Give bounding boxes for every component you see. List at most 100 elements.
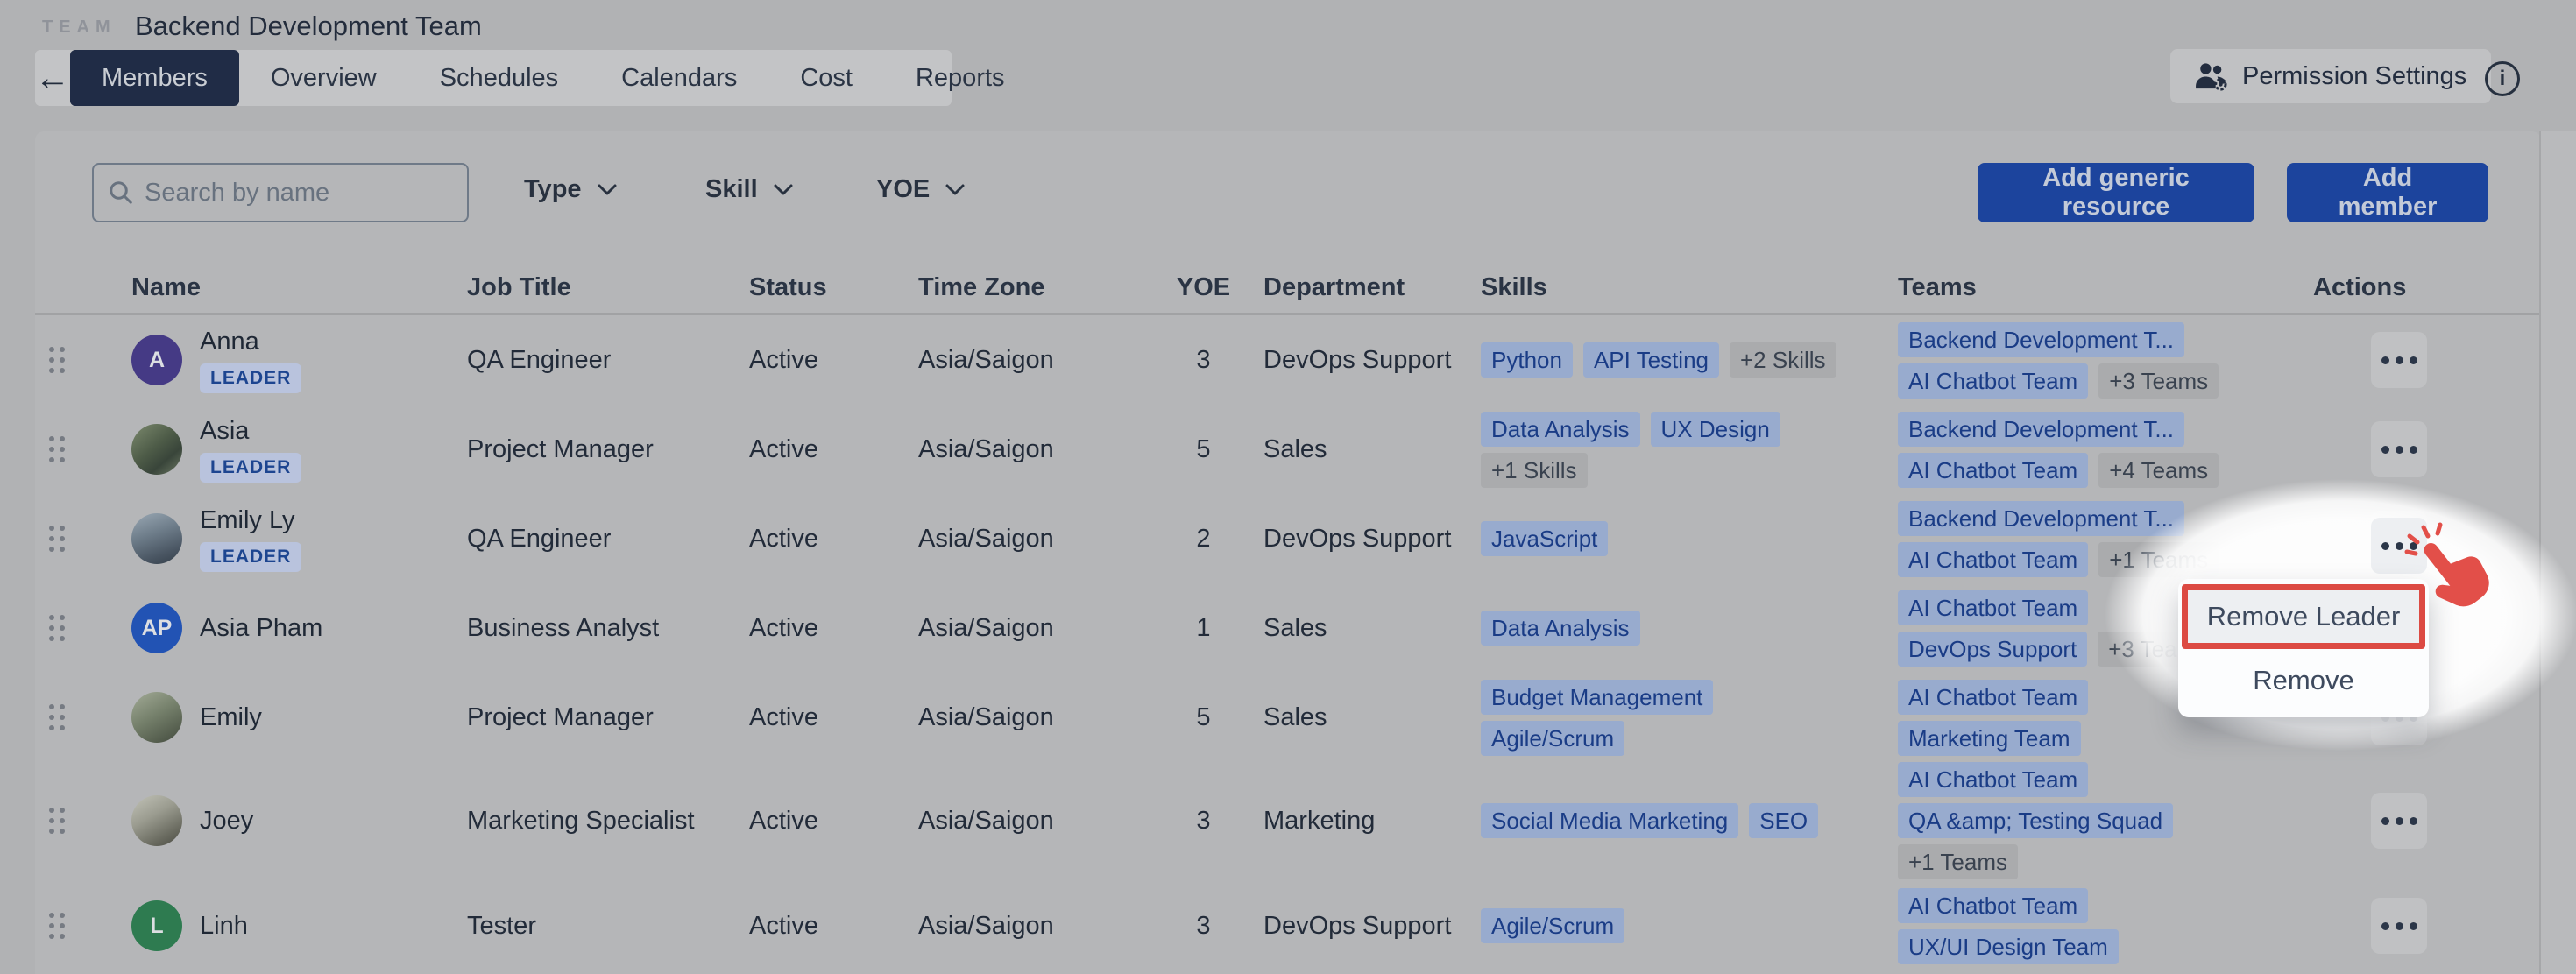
cell-handle <box>35 436 131 462</box>
row-actions-button[interactable] <box>2371 421 2427 477</box>
drag-handle-icon[interactable] <box>49 808 65 834</box>
cell-handle <box>35 913 131 939</box>
search-input[interactable] <box>145 178 453 208</box>
skill-chip: Agile/Scrum <box>1481 908 1625 943</box>
row-actions-button-highlighted[interactable] <box>2371 518 2427 574</box>
cell-skills: Data Analysis <box>1481 611 1898 646</box>
cell-time-zone: Asia/Saigon <box>918 524 1054 553</box>
cell-name: Emily <box>131 692 467 743</box>
tab-overview[interactable]: Overview <box>239 50 408 106</box>
filter-skill[interactable]: Skill <box>705 175 793 204</box>
back-button[interactable]: ← <box>35 50 70 106</box>
leader-badge: LEADER <box>200 452 302 483</box>
cell-department: Sales <box>1263 702 1327 731</box>
leader-badge: LEADER <box>200 363 302 393</box>
page-title: Backend Development Team <box>135 11 482 41</box>
filter-yoe[interactable]: YOE <box>876 175 965 204</box>
tab-calendars[interactable]: Calendars <box>590 50 768 106</box>
column-header-status: Status <box>749 273 827 301</box>
drag-handle-icon[interactable] <box>49 436 65 462</box>
team-chip: Backend Development T... <box>1898 321 2185 357</box>
avatar: AP <box>131 603 182 653</box>
permission-settings-button[interactable]: Permission Settings <box>2170 49 2492 103</box>
add-member-button[interactable]: Add member <box>2287 163 2488 222</box>
team-chip: AI Chatbot Team <box>1898 887 2089 923</box>
drag-handle-icon[interactable] <box>49 526 65 552</box>
info-icon[interactable]: i <box>2485 61 2520 96</box>
chevron-down-icon <box>774 184 793 196</box>
column-header-yoe: YOE <box>1176 273 1231 301</box>
cell-time-zone: Asia/Saigon <box>918 345 1054 374</box>
skill-chip: SEO <box>1749 803 1819 838</box>
cell-skills: Data Analysis UX Design +1 Skills <box>1481 411 1898 488</box>
column-header-teams: Teams <box>1898 273 1977 301</box>
table-row-asia: Asia LEADER Project Manager Active Asia/Saig… <box>35 405 2541 494</box>
skill-chip: JavaScript <box>1481 521 1609 556</box>
cell-job-title: QA Engineer <box>467 345 612 374</box>
table-row-emily: Emily Project Manager Active Asia/Saigon 5 Sa… <box>35 673 2541 762</box>
team-chip: Backend Development T... <box>1898 411 2185 447</box>
filter-label: Skill <box>705 175 758 203</box>
column-header-time-zone: Time Zone <box>918 273 1045 301</box>
cell-skills: JavaScript <box>1481 521 1898 556</box>
team-chip: AI Chatbot Team <box>1898 762 2089 797</box>
cell-time-zone: Asia/Saigon <box>918 613 1054 642</box>
cell-job-title: Project Manager <box>467 434 654 463</box>
cell-handle <box>35 704 131 730</box>
skill-chip: Social Media Marketing <box>1481 803 1739 838</box>
drag-handle-icon[interactable] <box>49 347 65 373</box>
drag-handle-icon[interactable] <box>49 913 65 939</box>
team-chip: QA &amp; Testing Squad <box>1898 803 2174 838</box>
table-row-anna: A Anna LEADER QA Engineer Active Asia/Saigon 3… <box>35 315 2541 405</box>
permission-settings-label: Permission Settings <box>2242 61 2467 90</box>
cell-time-zone: Asia/Saigon <box>918 911 1054 940</box>
avatar: L <box>131 900 182 951</box>
cell-actions <box>2313 332 2541 388</box>
cell-department: Sales <box>1263 434 1327 463</box>
tab-members[interactable]: Members <box>70 50 239 106</box>
tabs: Members Overview Schedules Calendars Cost Rep… <box>70 50 1037 106</box>
cell-teams: Backend Development T... AI Chatbot Team+… <box>1898 411 2313 488</box>
row-actions-button[interactable] <box>2371 332 2427 388</box>
more-chip: +1 Teams <box>1898 844 2018 879</box>
team-chip: DevOps Support <box>1898 631 2088 667</box>
team-chip: AI Chatbot Team <box>1898 452 2089 488</box>
cell-time-zone: Asia/Saigon <box>918 702 1054 731</box>
drag-handle-icon[interactable] <box>49 615 65 641</box>
tab-reports[interactable]: Reports <box>884 50 1037 106</box>
more-chip: +1 Skills <box>1481 452 1588 488</box>
team-chip: UX/UI Design Team <box>1898 928 2119 964</box>
row-actions-button[interactable] <box>2371 898 2427 954</box>
team-chip: Backend Development T... <box>1898 500 2185 536</box>
filter-type[interactable]: Type <box>524 175 617 204</box>
column-header-department: Department <box>1263 273 1405 301</box>
menu-item-remove-leader[interactable]: Remove Leader <box>2188 590 2419 643</box>
row-actions-button[interactable] <box>2371 793 2427 849</box>
search-icon <box>108 180 134 206</box>
cell-skills: Agile/Scrum <box>1481 908 1898 943</box>
cell-job-title: Tester <box>467 911 536 940</box>
cell-actions <box>2313 793 2541 849</box>
cell-yoe: 5 <box>1196 702 1211 731</box>
cell-time-zone: Asia/Saigon <box>918 434 1054 463</box>
tab-cost[interactable]: Cost <box>768 50 884 106</box>
info-glyph: i <box>2499 67 2506 90</box>
cell-teams: AI Chatbot Team UX/UI Design Team <box>1898 887 2313 964</box>
filter-label: YOE <box>876 175 931 203</box>
cell-name: A Anna LEADER <box>131 328 467 393</box>
cell-handle <box>35 526 131 552</box>
more-chip: +2 Skills <box>1730 342 1836 378</box>
cell-teams: AI Chatbot Team Marketing Team <box>1898 679 2313 756</box>
drag-handle-icon[interactable] <box>49 704 65 730</box>
skill-chip: Data Analysis <box>1481 611 1640 646</box>
column-header-actions: Actions <box>2313 273 2407 301</box>
cell-skills: Python API Testing +2 Skills <box>1481 342 1898 378</box>
team-chip: AI Chatbot Team <box>1898 363 2089 399</box>
menu-item-remove[interactable]: Remove <box>2178 649 2429 712</box>
cell-status: Active <box>749 806 818 835</box>
cell-actions <box>2313 898 2541 954</box>
tab-schedules[interactable]: Schedules <box>408 50 590 106</box>
search-box[interactable] <box>92 163 469 222</box>
add-generic-resource-button[interactable]: Add generic resource <box>1978 163 2254 222</box>
cell-job-title: Marketing Specialist <box>467 806 695 835</box>
